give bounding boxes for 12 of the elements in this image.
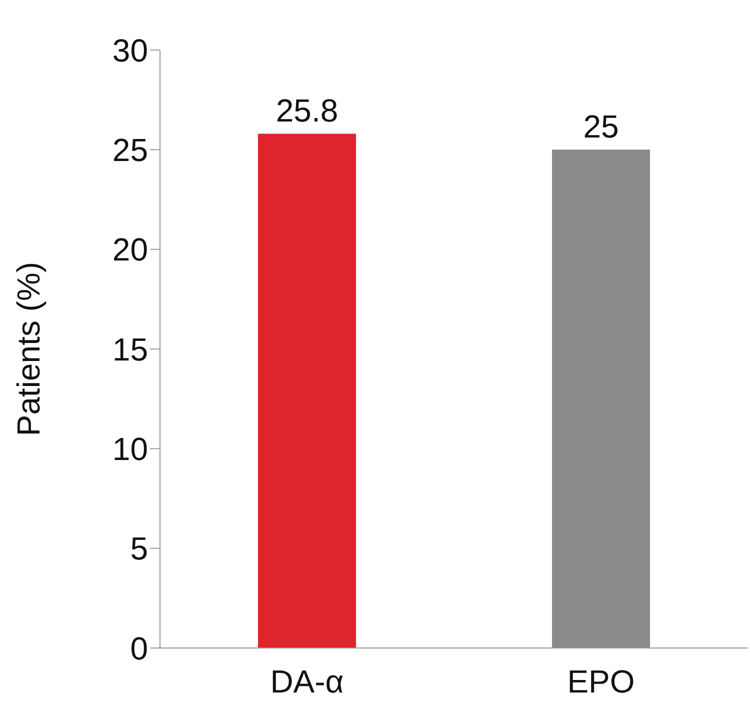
- x-tick-label: DA-α: [270, 664, 344, 700]
- y-tick-label: 25: [112, 132, 148, 168]
- y-tick-label: 5: [130, 530, 148, 567]
- x-tick-label: EPO: [567, 664, 635, 700]
- y-tick-label: 15: [112, 331, 148, 368]
- y-axis-title: Patients (%): [10, 262, 46, 436]
- data-label: 25: [583, 108, 619, 145]
- y-tick-label: 0: [130, 630, 148, 666]
- y-tick-label: 30: [112, 32, 148, 68]
- y-tick-label: 10: [112, 431, 148, 468]
- y-tick-label: 20: [112, 232, 148, 268]
- data-label: 25.8: [276, 92, 338, 129]
